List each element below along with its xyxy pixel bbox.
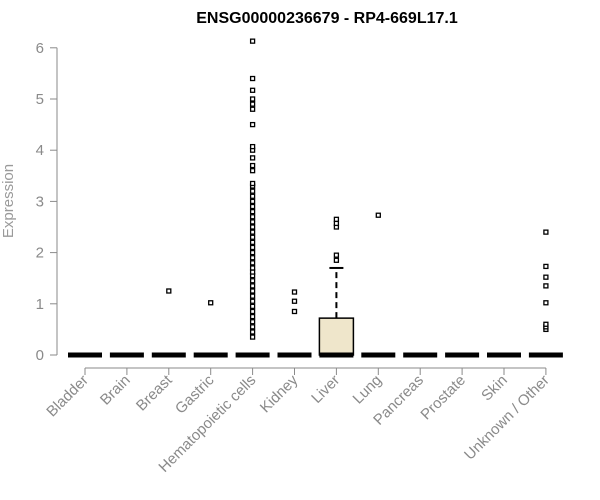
outlier-point bbox=[249, 106, 256, 112]
outlier-point bbox=[249, 234, 256, 240]
y-tick-label: 0 bbox=[36, 347, 44, 364]
outlier-point bbox=[249, 143, 256, 150]
x-tick-label: Bladder bbox=[43, 372, 92, 421]
outlier-point bbox=[543, 300, 549, 306]
outlier-point bbox=[543, 283, 549, 289]
outlier-point bbox=[249, 188, 256, 194]
outlier-point bbox=[249, 239, 256, 246]
box-group bbox=[361, 212, 396, 358]
outlier-point bbox=[249, 162, 256, 169]
outlier-point bbox=[333, 216, 340, 222]
outlier-point bbox=[249, 208, 256, 215]
outlier-point bbox=[333, 257, 340, 263]
y-axis: 0 1 2 3 4 5 6 bbox=[36, 40, 58, 364]
outlier-point bbox=[249, 193, 256, 199]
outlier-point bbox=[249, 260, 256, 266]
outlier-point bbox=[249, 249, 256, 256]
box-group bbox=[193, 300, 228, 358]
outlier-point bbox=[249, 214, 256, 220]
outlier-point bbox=[249, 269, 256, 275]
outlier-point bbox=[249, 319, 256, 325]
outlier-point bbox=[249, 87, 256, 93]
box-group bbox=[528, 229, 563, 358]
outlier-point bbox=[291, 289, 298, 295]
outlier-point bbox=[249, 244, 256, 251]
y-tick-label: 2 bbox=[36, 245, 44, 262]
y-axis-label: Expression bbox=[0, 164, 17, 238]
outlier-point bbox=[249, 313, 256, 320]
x-tick-label: Skin bbox=[478, 372, 511, 405]
outlier-point bbox=[249, 101, 256, 107]
outlier-point bbox=[291, 298, 298, 304]
outlier-point bbox=[249, 219, 256, 225]
outlier-point bbox=[249, 75, 256, 82]
outlier-point bbox=[543, 263, 549, 270]
outlier-point bbox=[249, 334, 256, 340]
y-tick-label: 4 bbox=[36, 142, 44, 159]
outlier-point bbox=[249, 288, 256, 294]
outlier-point bbox=[543, 229, 549, 235]
outlier-point bbox=[249, 203, 256, 210]
x-tick-label: Kidney bbox=[257, 371, 302, 416]
y-tick-label: 5 bbox=[36, 91, 44, 108]
outlier-point bbox=[249, 121, 256, 128]
y-tick-label: 3 bbox=[36, 193, 44, 210]
chart-title: ENSG00000236679 - RP4-669L17.1 bbox=[196, 10, 458, 27]
outlier-point bbox=[375, 212, 381, 218]
y-tick-label: 6 bbox=[36, 40, 44, 57]
outlier-point bbox=[249, 224, 256, 230]
outlier-point bbox=[249, 283, 256, 289]
x-tick-label: Lung bbox=[350, 372, 386, 408]
boxes-group bbox=[68, 38, 563, 358]
box-group bbox=[235, 38, 270, 358]
outlier-point bbox=[249, 265, 256, 271]
outlier-point bbox=[249, 298, 256, 304]
outlier-point bbox=[543, 274, 549, 280]
x-tick-label: Brain bbox=[97, 372, 134, 409]
box-group bbox=[318, 216, 355, 358]
outlier-point bbox=[249, 155, 256, 161]
outlier-point bbox=[249, 255, 256, 261]
outlier-point bbox=[249, 308, 256, 315]
outlier-point bbox=[249, 293, 256, 299]
x-tick-label: Liver bbox=[308, 372, 343, 407]
box-group bbox=[151, 288, 186, 358]
box-body bbox=[318, 317, 355, 356]
outlier-point bbox=[249, 303, 256, 310]
outlier-point bbox=[543, 321, 549, 327]
outlier-point bbox=[249, 198, 256, 205]
outlier-point bbox=[291, 308, 298, 315]
outlier-point bbox=[249, 180, 256, 187]
y-tick-label: 1 bbox=[36, 296, 44, 313]
outlier-point bbox=[333, 220, 340, 227]
x-tick-label: Breast bbox=[133, 371, 176, 414]
outlier-point bbox=[249, 329, 256, 335]
outlier-point bbox=[208, 300, 214, 306]
outlier-point bbox=[249, 38, 256, 44]
outlier-point bbox=[249, 229, 256, 235]
outlier-point bbox=[249, 278, 256, 284]
outlier-point bbox=[333, 252, 340, 258]
x-tick-label: Prostate bbox=[417, 372, 469, 424]
outlier-point bbox=[249, 324, 256, 330]
outlier-point bbox=[249, 96, 256, 102]
outlier-point bbox=[249, 168, 256, 174]
outlier-point bbox=[166, 288, 172, 294]
box-group bbox=[277, 289, 312, 358]
